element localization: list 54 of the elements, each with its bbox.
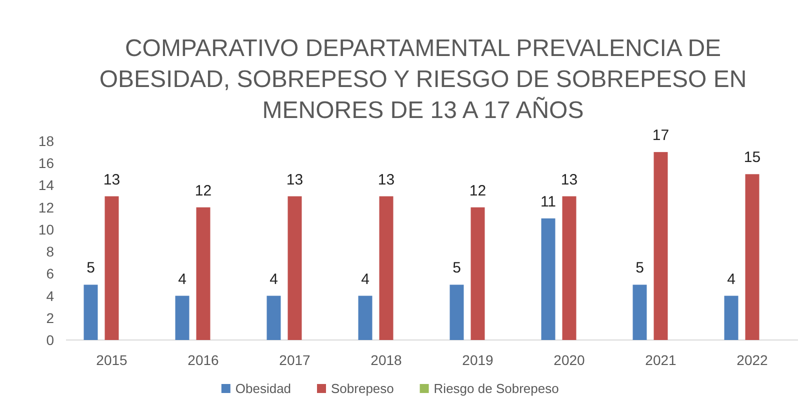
bar [562,196,576,340]
legend-label: Sobrepeso [331,381,394,396]
data-label: 5 [452,260,461,277]
x-tick-label: 2016 [188,352,220,368]
bar [632,284,647,340]
bar [358,296,372,340]
y-tick-label: 0 [46,332,54,348]
bar [470,207,485,340]
x-tick-label: 2020 [554,352,586,368]
y-tick-label: 4 [46,288,54,304]
y-tick-label: 18 [38,133,54,149]
y-tick-label: 12 [38,199,54,216]
data-label: 13 [560,171,578,188]
bar [745,174,760,340]
chart-title: COMPARATIVO DEPARTAMENTAL PREVALENCIA DE OBESIDAD, SOBREPESO Y RIESGO DE SOBREPESO EN MENORES DE 13 A 17 AÑOS [99,35,747,124]
y-tick-label: 16 [38,155,54,172]
data-label: 4 [178,270,186,288]
bar [104,196,119,340]
data-label: 15 [744,149,761,166]
data-label: 5 [636,260,644,277]
data-label: 12 [469,182,486,200]
bar [379,196,394,340]
data-label: 12 [194,182,212,200]
x-tick-label: 2018 [370,352,402,368]
bar [84,284,98,340]
data-label: 11 [540,193,556,210]
y-tick-label: 10 [38,221,54,238]
data-label: 4 [270,270,278,288]
data-label: 13 [286,171,304,188]
y-tick-label: 14 [38,177,54,194]
legend-label: Obesidad [235,381,292,396]
x-tick-label: 2015 [96,352,128,368]
bar [654,152,668,340]
data-label: 13 [103,171,120,188]
bar [175,296,190,340]
data-label: 17 [652,127,670,144]
y-tick-label: 2 [46,310,54,326]
bar [266,296,281,340]
bar [450,284,464,340]
x-tick-label: 2021 [645,352,677,368]
legend-label: Riesgo de Sobrepeso [434,381,559,396]
bar [724,296,738,340]
y-tick-label: 6 [46,266,54,282]
x-tick-label: 2017 [279,352,311,368]
x-tick-label: 2022 [736,352,768,368]
bar [288,196,302,340]
bar [541,218,556,340]
data-label: 4 [361,270,370,288]
y-tick-label: 8 [46,244,54,260]
data-label: 4 [727,270,736,288]
data-label: 5 [86,260,95,277]
data-label: 13 [378,171,395,188]
x-tick-label: 2019 [462,352,494,368]
bar [196,207,210,340]
